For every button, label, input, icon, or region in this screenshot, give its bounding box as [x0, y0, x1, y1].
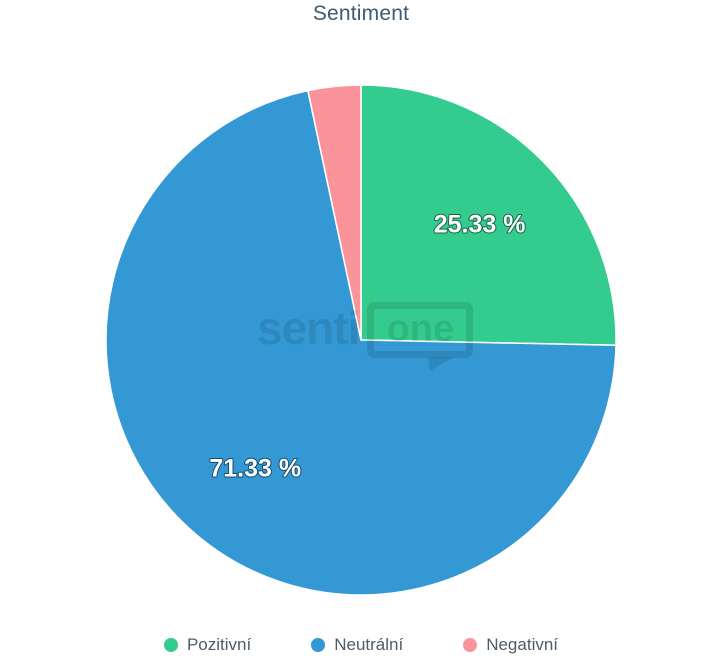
legend-item-neutralni[interactable]: Neutrální	[311, 636, 403, 653]
legend: Pozitivní Neutrální Negativní	[0, 636, 722, 653]
legend-label-pozitivni: Pozitivní	[186, 635, 252, 654]
legend-marker-negativni	[463, 637, 478, 652]
pie-slice-pozitivni[interactable]	[360, 84, 617, 347]
legend-label-neutralni: Neutrální	[334, 635, 404, 654]
legend-label-negativni: Negativní	[486, 635, 559, 654]
pie-slice-neutralni[interactable]	[105, 89, 617, 596]
legend-item-pozitivni[interactable]: Pozitivní	[163, 635, 252, 654]
legend-marker-neutralni	[311, 637, 326, 652]
legend-item-negativni[interactable]: Negativní	[463, 636, 558, 653]
chart-title: Sentiment	[312, 2, 410, 25]
slice-label-pozitivni: 25.33 %	[434, 211, 526, 239]
slice-label-neutralni: 71.33 %	[209, 455, 301, 483]
pie-slice-negativni[interactable]	[307, 84, 362, 341]
legend-marker-pozitivni	[163, 637, 178, 652]
